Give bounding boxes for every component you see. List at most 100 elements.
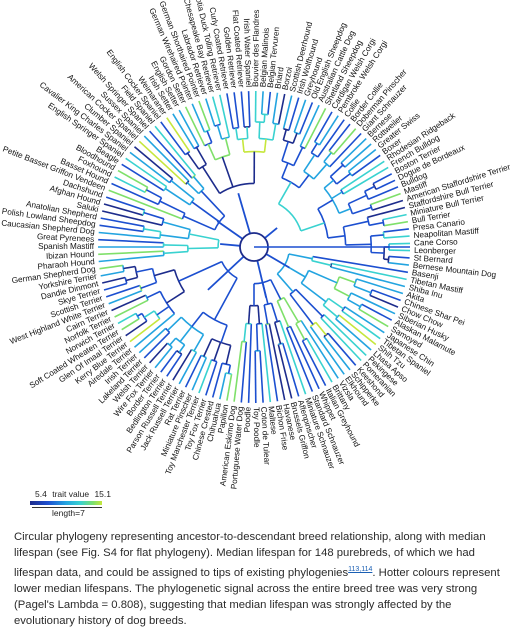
branch: [192, 358, 206, 391]
branch: [227, 374, 232, 401]
branch: [312, 261, 331, 266]
branch: [168, 317, 182, 330]
legend-labels: 5.4 trait value 15.1: [35, 489, 111, 499]
branch: [265, 139, 267, 152]
branch: [283, 130, 286, 141]
branch: [236, 128, 238, 140]
branch: [389, 243, 410, 244]
branch: [346, 244, 372, 245]
branch: [144, 311, 154, 317]
root-branch: [238, 193, 250, 233]
branch: [279, 182, 291, 204]
branch: [339, 209, 350, 214]
branch: [362, 304, 392, 320]
branch: [328, 236, 345, 238]
branch: [180, 327, 192, 342]
branch: [255, 351, 256, 403]
branch: [282, 163, 288, 178]
leaf-label: Spanish Mastiff: [38, 242, 95, 251]
branch: [249, 324, 252, 403]
branch: [98, 251, 163, 254]
branch: [357, 279, 403, 294]
branch: [213, 97, 221, 125]
branch: [167, 292, 185, 303]
branch: [126, 321, 147, 336]
branch: [186, 355, 202, 387]
branch: [192, 312, 203, 326]
branch: [184, 216, 215, 230]
branch: [287, 328, 313, 392]
branch: [100, 265, 123, 268]
branch: [273, 93, 278, 124]
branch: [309, 271, 337, 283]
branch: [311, 143, 317, 152]
branch: [179, 262, 222, 282]
branch: [189, 234, 219, 240]
branch: [324, 180, 333, 188]
branch: [249, 306, 250, 324]
branch: [262, 324, 270, 403]
branch: [141, 283, 157, 289]
branch: [348, 300, 361, 307]
branch: [384, 259, 389, 260]
branch: [150, 343, 168, 363]
branch: [343, 221, 368, 227]
branch: [226, 345, 231, 364]
branch: [138, 314, 142, 317]
branch: [241, 92, 244, 128]
branch: [339, 277, 355, 283]
branch-arc: [218, 240, 219, 248]
citation-link[interactable]: 113,114: [348, 566, 372, 573]
branch: [222, 157, 233, 187]
branch: [389, 256, 410, 258]
branch: [296, 289, 323, 316]
branch: [268, 92, 270, 115]
branch: [384, 222, 408, 226]
branch: [249, 91, 250, 127]
branch: [118, 171, 148, 188]
branch: [106, 197, 144, 210]
branch-arc: [279, 204, 301, 231]
branch: [218, 125, 222, 139]
color-legend: 5.4 trait value 15.1 length=7: [30, 489, 140, 521]
branch: [271, 280, 281, 300]
branch: [126, 158, 167, 186]
branch: [258, 306, 259, 324]
branch: [147, 291, 160, 297]
branch: [300, 102, 313, 134]
branch: [293, 133, 297, 143]
branch: [257, 324, 258, 351]
branch: [247, 127, 248, 139]
branch: [272, 303, 278, 321]
branch: [241, 342, 246, 403]
branch: [354, 286, 371, 293]
branch: [214, 342, 220, 360]
legend-max-label: 15.1: [94, 489, 111, 499]
branch: [324, 153, 331, 162]
branch: [337, 174, 351, 184]
branch: [179, 345, 184, 353]
branch: [315, 112, 332, 142]
branch: [259, 122, 260, 138]
branch: [330, 134, 361, 167]
branch: [316, 322, 326, 335]
branch: [352, 207, 371, 213]
branch: [359, 309, 388, 326]
branch: [126, 278, 138, 281]
branch: [279, 94, 285, 124]
figure-caption: Circular phylogeny representing ancestor…: [14, 529, 506, 630]
branch: [275, 322, 281, 344]
branch: [336, 319, 371, 350]
branch: [371, 253, 384, 254]
branch: [264, 114, 265, 122]
branch: [160, 235, 188, 239]
branch: [146, 190, 161, 198]
branch: [207, 131, 212, 143]
branch: [203, 167, 220, 194]
branch: [155, 347, 172, 368]
legend-color-bar: [30, 501, 102, 505]
branch: [290, 326, 319, 389]
legend-min-label: 5.4: [35, 489, 47, 499]
